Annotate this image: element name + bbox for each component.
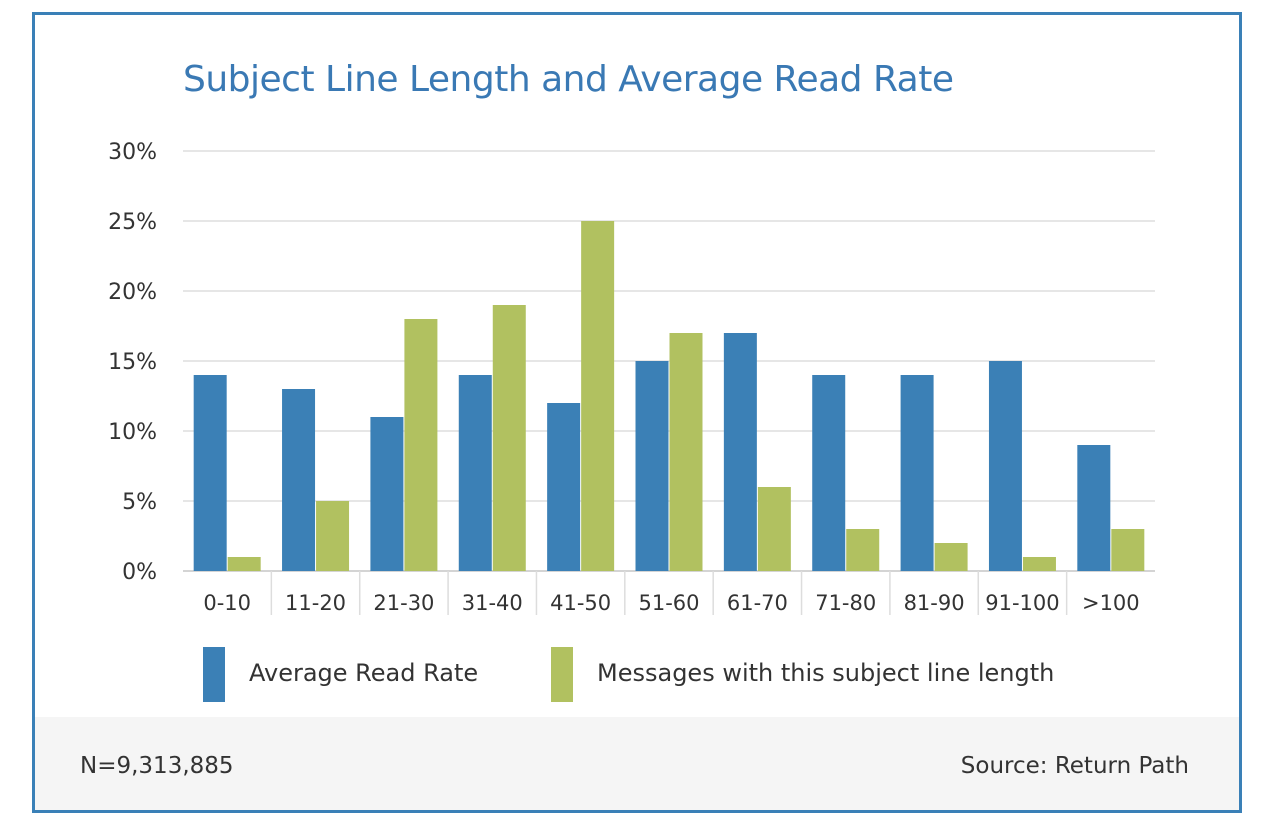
x-tick-label: 11-20 [285,591,346,615]
legend-label-read-rate: Average Read Rate [249,659,479,687]
bar-read-rate [988,361,1022,571]
y-tick-label: 25% [108,210,157,235]
legend-swatch-messages [551,647,573,702]
bar-messages [1111,529,1145,571]
bar-read-rate [1077,445,1111,571]
x-tick-label: >100 [1082,591,1140,615]
bar-read-rate [900,375,934,571]
chart-frame: Subject Line Length and Average Read Rat… [32,12,1242,813]
bar-read-rate [723,333,757,571]
x-tick-label: 41-50 [550,591,611,615]
y-tick-label: 10% [108,420,157,445]
x-tick-label: 81-90 [904,591,965,615]
bar-messages [492,305,526,571]
legend-label-messages: Messages with this subject line length [597,659,1055,687]
bar-messages [846,529,880,571]
y-tick-label: 0% [122,560,157,585]
y-tick-label: 15% [108,350,157,375]
bar-read-rate [282,389,316,571]
sample-size-label: N=9,313,885 [80,753,234,779]
bar-messages [934,543,968,571]
x-tick-label: 71-80 [815,591,876,615]
bar-messages [404,319,438,571]
bar-read-rate [458,375,492,571]
bar-messages [227,557,261,571]
bar-read-rate [370,417,404,571]
chart-plot: 0% 5% 10% 15% 20% 25% 30% 0-10 11-20 21-30 31-40 41… [108,140,1155,615]
source-label: Source: Return Path [960,753,1189,779]
bar-read-rate [547,403,581,571]
x-tick-label: 21-30 [373,591,434,615]
x-tick-label: 31-40 [462,591,523,615]
bar-messages [316,501,350,571]
x-tick-label: 91-100 [985,591,1059,615]
x-tick-label: 61-70 [727,591,788,615]
y-tick-label: 5% [122,490,157,515]
x-tick-label: 51-60 [638,591,699,615]
chart-footer: N=9,313,885 Source: Return Path [35,717,1239,810]
chart-title: Subject Line Length and Average Read Rat… [183,59,954,100]
bar-messages [581,221,615,571]
legend-swatch-read-rate [203,647,225,702]
bar-messages [757,487,791,571]
y-tick-label: 20% [108,280,157,305]
bar-messages [1022,557,1056,571]
bar-read-rate [812,375,846,571]
bar-messages [669,333,703,571]
y-tick-label: 30% [108,140,157,165]
bar-read-rate [635,361,669,571]
x-tick-label: 0-10 [203,591,251,615]
bar-read-rate [193,375,227,571]
